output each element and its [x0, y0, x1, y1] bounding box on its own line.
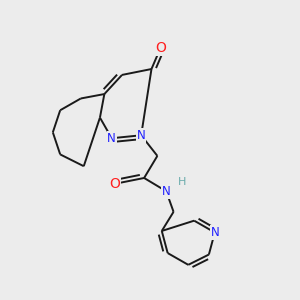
Text: O: O: [109, 177, 120, 191]
Text: N: N: [107, 132, 116, 145]
Text: O: O: [155, 41, 166, 56]
Text: N: N: [137, 129, 146, 142]
Text: N: N: [210, 226, 219, 239]
Text: N: N: [162, 185, 171, 198]
Text: H: H: [178, 177, 187, 188]
